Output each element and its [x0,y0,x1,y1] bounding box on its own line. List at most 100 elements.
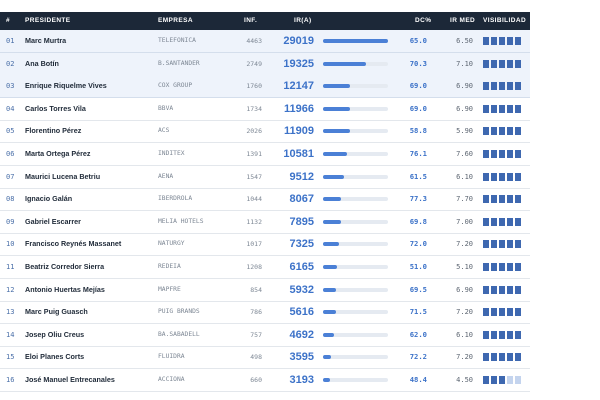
visibility-square [515,150,521,158]
visibility [483,104,523,113]
rank: 09 [6,217,15,226]
ir-bar [323,84,351,89]
column-header: # [6,17,11,24]
ir-med: 6.90 [456,82,473,91]
visibility-square [491,150,497,158]
visibility-square [483,59,489,68]
ir-value: 9512 [289,170,314,183]
company: B.SANTANDER [158,59,200,67]
dc-percent: 69.0 [409,103,427,113]
visibility-square [491,127,497,136]
visibility-square [499,263,505,271]
ir-med: 6.90 [456,285,473,294]
visibility-square [491,82,497,91]
ir-bar [323,61,367,66]
visibility-square [507,59,513,68]
ir-value: 7895 [289,215,314,228]
visibility-square [515,285,521,294]
influence: 1132 [246,217,262,226]
visibility [483,195,523,204]
influence: 1391 [246,150,262,158]
table-row: 06 Marta Ortega Pérez INDITEX 1391 10581 76.1… [0,143,530,166]
influence: 1547 [246,172,262,181]
visibility-square [515,308,521,317]
dc-percent: 61.5 [409,171,427,181]
visibility-square [499,172,505,181]
president-name: Ana Botín [25,58,59,68]
ir-med: 6.50 [456,37,473,45]
visibility-square [483,172,489,181]
ir-bar [323,287,337,292]
visibility-square [491,330,497,339]
visibility-square [515,127,521,136]
ir-bar-track [323,84,388,89]
president-name: Ignacio Galán [25,194,73,204]
ir-value: 10581 [283,148,314,160]
president-name: José Manuel Entrecanales [25,375,115,384]
visibility-square [491,217,497,226]
column-header: PRESIDENTE [25,17,71,24]
ir-value: 7325 [289,238,314,251]
table-row: 03 Enrique Riquelme Vives COX GROUP 1760 121… [0,75,530,99]
ir-value: 3193 [289,374,314,386]
table-header: # PRESIDENTE EMPRESA INF. IR(A) DC% IR MED VISI… [0,12,530,30]
ir-bar-track [323,332,388,337]
visibility-square [499,104,505,113]
ir-med: 6.10 [456,330,473,339]
visibility-square [483,308,489,317]
visibility [483,217,523,226]
dc-percent: 72.0 [409,239,427,249]
ir-med: 7.20 [456,308,473,317]
company: ACS [158,127,170,135]
visibility-square [491,353,497,362]
rank: 07 [6,172,15,181]
ir-bar-track [323,219,388,224]
influence: 1760 [246,82,262,91]
visibility-square [507,330,513,339]
dc-percent: 69.5 [409,284,427,294]
president-name: Marc Murtra [25,36,67,45]
dc-percent: 71.5 [409,307,427,317]
company: BA.SABADELL [158,330,200,338]
president-name: Carlos Torres Vila [25,103,86,113]
ir-bar-track [323,355,388,360]
visibility-square [483,82,489,91]
ir-med: 7.00 [456,217,473,226]
dc-percent: 69.0 [409,81,427,91]
visibility-square [499,37,505,45]
visibility [483,330,523,339]
ir-value: 4692 [289,328,314,341]
column-header: VISIBILIDAD [483,17,527,24]
ir-med: 7.60 [456,150,473,158]
rank: 03 [6,82,15,91]
ir-med: 6.90 [456,104,473,113]
ir-med: 7.10 [456,59,473,68]
visibility [483,150,523,158]
company: INDITEX [158,150,185,157]
visibility-square [483,150,489,158]
visibility-square [483,353,489,362]
visibility-square [515,217,521,226]
influence: 2026 [246,127,262,136]
ir-bar-track [323,129,388,134]
president-name: Francisco Reynés Massanet [25,239,122,249]
visibility-square [507,37,513,45]
visibility-square [515,59,521,68]
ir-bar-track [323,39,388,43]
influence: 854 [250,285,262,294]
visibility-square [491,172,497,181]
ir-bar [323,265,337,269]
ir-bar [323,39,388,43]
influence: 786 [250,308,262,317]
ir-value: 19325 [283,57,314,70]
table-row: 01 Marc Murtra TELEFONICA 4463 29019 65.0 6.50 [0,30,530,53]
visibility-square [507,172,513,181]
visibility-square [491,263,497,271]
company: REDEIA [158,263,181,270]
visibility-square [499,285,505,294]
ir-med: 5.10 [456,263,473,271]
dc-percent: 72.2 [409,352,427,362]
visibility-square [515,353,521,362]
ir-med: 6.10 [456,172,473,181]
rank: 10 [6,240,15,249]
